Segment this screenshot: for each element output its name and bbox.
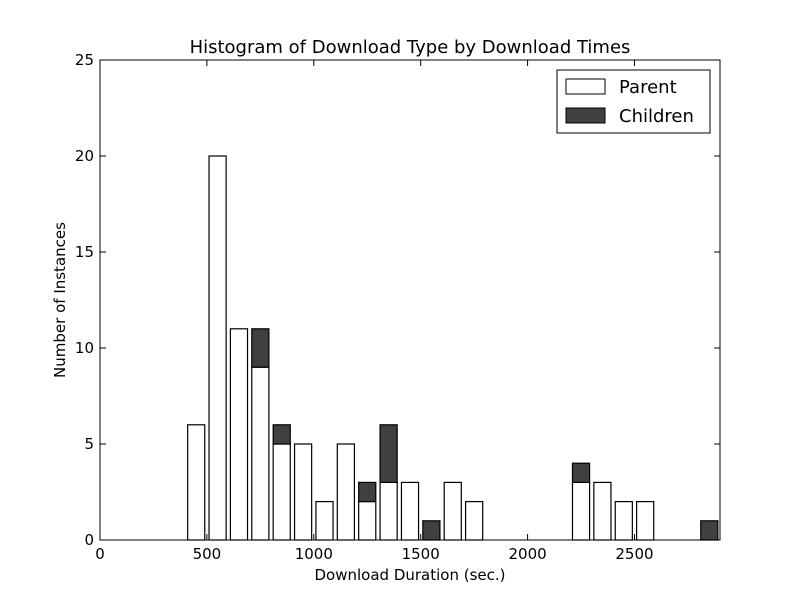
bar-parent-900 [293, 443, 313, 541]
legend-swatch-children [565, 107, 606, 124]
ticks-group: 0 500 1000 1500 2000 2500 0 5 10 15 20 25 [75, 51, 720, 563]
x-tick-label: 2500 [615, 545, 653, 563]
chart-title: Histogram of Download Type by Download T… [190, 37, 631, 58]
bar-parent-1200 [358, 501, 377, 541]
bar-parent-1600 [443, 481, 462, 541]
plot-frame [99, 59, 721, 541]
bar-parent-600 [229, 328, 249, 541]
bar-parent-1000 [315, 501, 334, 541]
bar-parent-2200 [571, 481, 591, 541]
y-tick-label: 0 [84, 531, 94, 549]
x-axis-title: Download Duration (sec.) [314, 566, 505, 584]
x-tick-label: 1500 [402, 545, 440, 563]
bar-parent-400 [187, 424, 206, 541]
bar-parent-700 [251, 366, 270, 541]
bar-children-1500 [422, 520, 441, 541]
x-tick-label: 500 [193, 545, 222, 563]
legend-label-children: Children [619, 106, 694, 127]
y-tick-label: 25 [75, 51, 94, 69]
bar-children-2200 [571, 462, 591, 484]
y-tick-label: 20 [75, 147, 94, 165]
x-tick-label: 1000 [295, 545, 333, 563]
legend-swatch-parent [565, 78, 606, 95]
legend-label-parent: Parent [619, 77, 677, 98]
x-tick-label: 2000 [508, 545, 546, 563]
bar-children-1200 [358, 481, 377, 503]
bar-parent-1700 [464, 501, 484, 541]
legend: Parent Children [556, 69, 711, 134]
y-axis-title: Number of Instances [51, 222, 69, 378]
y-tick-label: 10 [75, 339, 94, 357]
y-tick-label: 15 [75, 243, 94, 261]
bar-parent-2400 [614, 501, 633, 541]
bar-children-1300 [379, 424, 398, 483]
bar-children-2800 [700, 520, 719, 541]
bar-children-700 [251, 328, 270, 368]
bar-parent-2500 [636, 501, 655, 541]
bar-parent-1300 [379, 481, 398, 541]
bar-parent-500 [208, 155, 227, 541]
bar-children-800 [272, 424, 291, 445]
x-tick-label: 0 [95, 545, 105, 563]
y-tick-label: 5 [84, 435, 94, 453]
bar-parent-800 [272, 443, 291, 541]
bars-group [187, 155, 719, 541]
bar-parent-1400 [400, 481, 420, 541]
bar-parent-2300 [593, 481, 612, 541]
bar-parent-1100 [336, 443, 356, 541]
